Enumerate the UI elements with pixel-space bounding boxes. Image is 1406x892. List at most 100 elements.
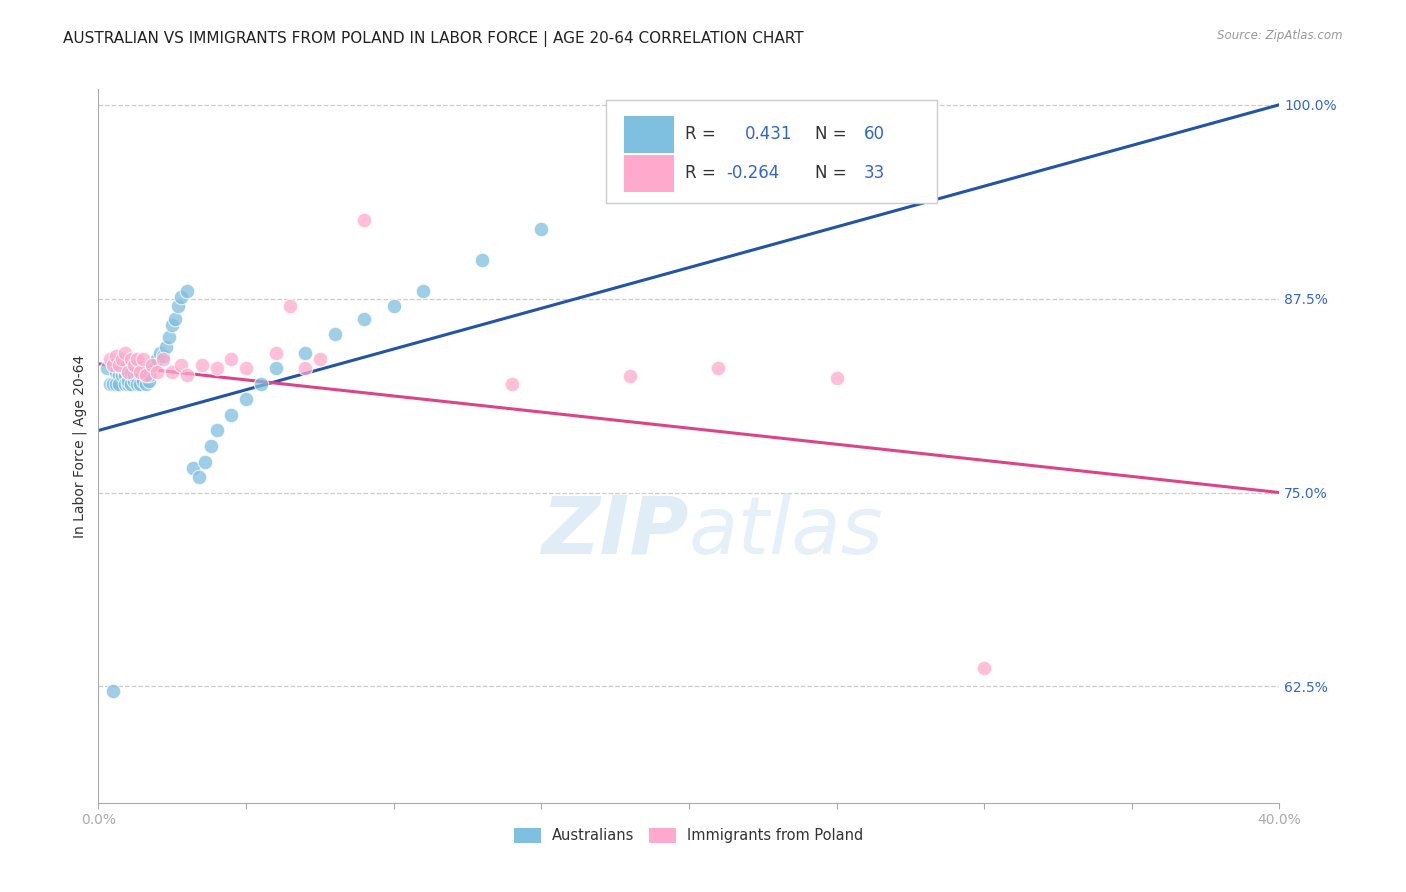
Text: -0.264: -0.264 — [727, 164, 780, 182]
Point — [111, 368, 134, 382]
Text: R =: R = — [685, 125, 721, 143]
Point — [117, 374, 139, 388]
Point — [117, 376, 139, 391]
Point — [191, 359, 214, 373]
Point — [128, 365, 150, 379]
Text: N =: N = — [815, 164, 846, 182]
Text: 0.431: 0.431 — [744, 125, 792, 143]
Point — [152, 349, 174, 363]
Text: R =: R = — [685, 164, 716, 182]
FancyBboxPatch shape — [606, 100, 936, 203]
Point — [114, 376, 136, 391]
Point — [353, 212, 375, 227]
Point — [200, 439, 222, 453]
Point — [157, 330, 180, 344]
Point — [98, 376, 121, 391]
Text: AUSTRALIAN VS IMMIGRANTS FROM POLAND IN LABOR FORCE | AGE 20-64 CORRELATION CHAR: AUSTRALIAN VS IMMIGRANTS FROM POLAND IN … — [63, 31, 804, 47]
Point — [108, 376, 131, 391]
Point — [181, 460, 204, 475]
Text: 60: 60 — [863, 125, 884, 143]
Point — [155, 340, 177, 354]
Point — [111, 352, 134, 367]
Point — [205, 424, 228, 438]
Point — [132, 352, 155, 367]
Text: atlas: atlas — [689, 492, 884, 571]
Point — [125, 365, 148, 379]
Point — [117, 365, 139, 379]
Point — [146, 365, 169, 379]
Point — [135, 368, 157, 382]
Point — [128, 365, 150, 379]
Point — [105, 365, 128, 379]
Point — [194, 454, 217, 468]
Point — [176, 368, 198, 382]
Point — [117, 365, 139, 379]
Text: N =: N = — [815, 125, 846, 143]
Point — [141, 359, 163, 373]
Point — [105, 349, 128, 363]
Point — [114, 346, 136, 360]
Point — [138, 374, 160, 388]
Point — [294, 361, 316, 376]
Legend: Australians, Immigrants from Poland: Australians, Immigrants from Poland — [509, 822, 869, 849]
FancyBboxPatch shape — [624, 116, 673, 153]
Point — [187, 470, 209, 484]
Point — [125, 352, 148, 367]
Point — [825, 370, 848, 384]
Point — [114, 361, 136, 376]
Point — [138, 368, 160, 382]
Point — [103, 376, 125, 391]
Point — [973, 661, 995, 675]
Point — [221, 408, 243, 422]
Point — [264, 361, 287, 376]
Point — [105, 376, 128, 391]
Point — [162, 318, 183, 332]
Point — [108, 359, 131, 373]
Point — [530, 222, 553, 236]
Point — [96, 361, 118, 376]
Point — [323, 327, 346, 342]
Point — [619, 369, 641, 384]
Point — [146, 352, 169, 367]
Point — [149, 346, 172, 360]
Point — [135, 368, 157, 382]
Point — [165, 311, 187, 326]
Point — [205, 361, 228, 376]
Point — [707, 361, 730, 376]
Text: ZIP: ZIP — [541, 492, 689, 571]
Point — [120, 352, 142, 367]
Point — [382, 299, 405, 313]
Point — [412, 284, 434, 298]
FancyBboxPatch shape — [624, 155, 673, 192]
Point — [114, 368, 136, 382]
Point — [103, 684, 125, 698]
Point — [132, 374, 155, 388]
Point — [135, 376, 157, 391]
Point — [235, 392, 257, 407]
Point — [98, 352, 121, 367]
Text: Source: ZipAtlas.com: Source: ZipAtlas.com — [1218, 29, 1343, 42]
Point — [250, 376, 273, 391]
Point — [108, 368, 131, 382]
Point — [471, 252, 494, 267]
Point — [162, 365, 183, 379]
Point — [143, 355, 166, 369]
Point — [309, 352, 332, 367]
Point — [501, 376, 523, 391]
Point — [280, 299, 302, 313]
Point — [111, 361, 134, 376]
Point — [353, 311, 375, 326]
Point — [167, 299, 190, 313]
Point — [737, 113, 759, 128]
Point — [170, 290, 193, 304]
Point — [120, 365, 142, 379]
Point — [128, 376, 150, 391]
Point — [152, 352, 174, 367]
Point — [103, 359, 125, 373]
Text: 33: 33 — [863, 164, 884, 182]
Point — [122, 368, 145, 382]
Y-axis label: In Labor Force | Age 20-64: In Labor Force | Age 20-64 — [73, 354, 87, 538]
Point — [120, 376, 142, 391]
Point — [170, 359, 193, 373]
Point — [294, 346, 316, 360]
